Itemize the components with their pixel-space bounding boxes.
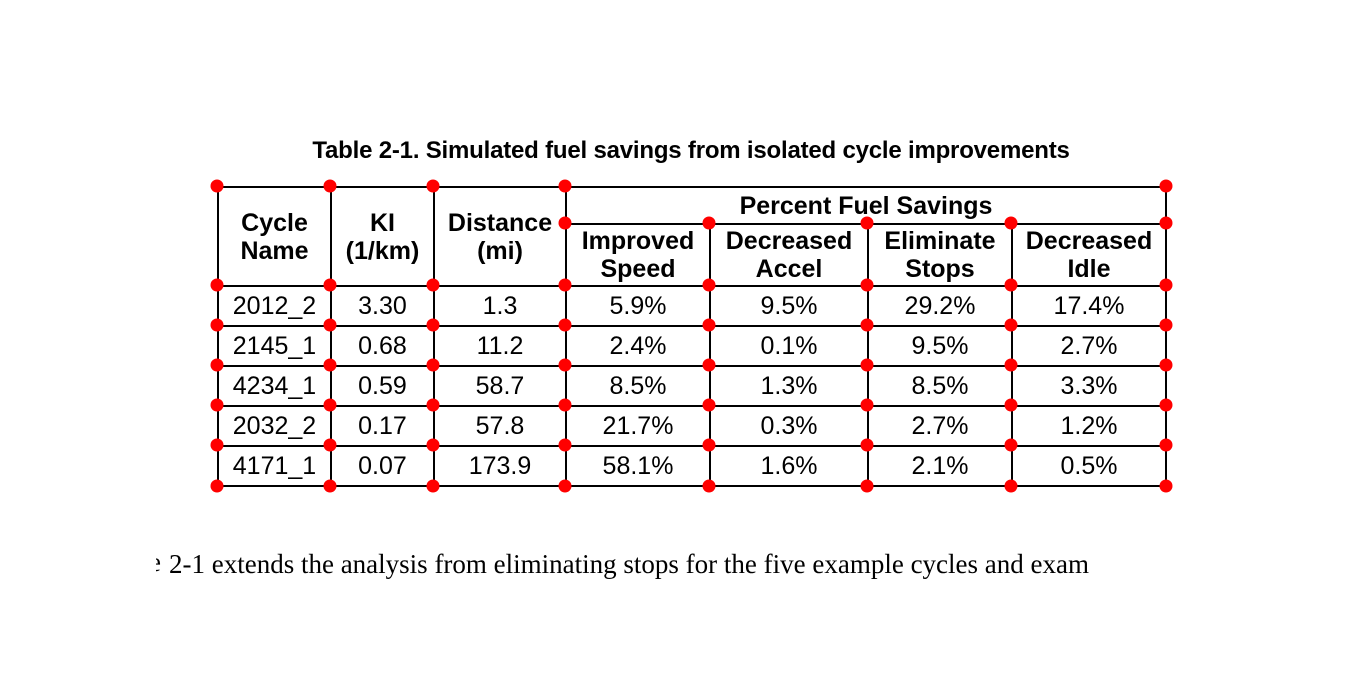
cell-eliminate-stops: 8.5% — [867, 365, 1013, 407]
cell-cycle-name: 4234_1 — [217, 365, 332, 407]
table-row: 4171_1 0.07 173.9 58.1% 1.6% 2.1% 0.5% — [217, 445, 1167, 487]
header-decreased-accel: Decreased Accel — [709, 223, 869, 287]
cell-decreased-accel: 1.6% — [709, 445, 869, 487]
cell-eliminate-stops: 9.5% — [867, 325, 1013, 367]
header-eliminate-stops: Eliminate Stops — [867, 223, 1013, 287]
cell-decreased-accel: 1.3% — [709, 365, 869, 407]
cell-improved-speed: 5.9% — [565, 285, 711, 327]
cell-improved-speed: 58.1% — [565, 445, 711, 487]
cell-decreased-idle: 1.2% — [1011, 405, 1167, 447]
cell-ki: 0.07 — [330, 445, 435, 487]
cell-eliminate-stops: 2.7% — [867, 405, 1013, 447]
cell-eliminate-stops: 2.1% — [867, 445, 1013, 487]
table-caption: Table 2-1. Simulated fuel savings from i… — [312, 137, 1070, 164]
cell-cycle-name: 2032_2 — [217, 405, 332, 447]
header-percent-fuel-savings: Percent Fuel Savings — [565, 186, 1167, 225]
table-row: 2012_2 3.30 1.3 5.9% 9.5% 29.2% 17.4% — [217, 285, 1167, 327]
body-text-line: 2-1 extends the analysis from eliminatin… — [169, 549, 1089, 579]
table-row: 4234_1 0.59 58.7 8.5% 1.3% 8.5% 3.3% — [217, 365, 1167, 407]
body-text: e2-1 extends the analysis from eliminati… — [156, 545, 1089, 581]
clipped-character: e — [156, 545, 162, 579]
cell-decreased-idle: 2.7% — [1011, 325, 1167, 367]
header-cycle-name: Cycle Name — [217, 186, 332, 287]
cell-cycle-name: 4171_1 — [217, 445, 332, 487]
cell-decreased-accel: 0.3% — [709, 405, 869, 447]
cell-improved-speed: 8.5% — [565, 365, 711, 407]
table-row: 2032_2 0.17 57.8 21.7% 0.3% 2.7% 1.2% — [217, 405, 1167, 447]
cell-decreased-accel: 9.5% — [709, 285, 869, 327]
header-ki: KI (1/km) — [330, 186, 435, 287]
header-row-group: Cycle Name KI (1/km) Distance (mi) Perce… — [217, 186, 1167, 287]
cell-ki: 3.30 — [330, 285, 435, 327]
header-decreased-idle: Decreased Idle — [1011, 223, 1167, 287]
cell-decreased-idle: 0.5% — [1011, 445, 1167, 487]
cell-improved-speed: 2.4% — [565, 325, 711, 367]
cell-distance: 58.7 — [433, 365, 567, 407]
cell-decreased-idle: 17.4% — [1011, 285, 1167, 327]
cell-distance: 11.2 — [433, 325, 567, 367]
cell-distance: 1.3 — [433, 285, 567, 327]
header-row-sub: Improved Speed Decreased Accel Eliminate… — [218, 223, 1167, 287]
cell-ki: 0.68 — [330, 325, 435, 367]
cell-decreased-accel: 0.1% — [709, 325, 869, 367]
header-distance: Distance (mi) — [433, 186, 567, 287]
cell-distance: 57.8 — [433, 405, 567, 447]
cell-ki: 0.17 — [330, 405, 435, 447]
table-row: 2145_1 0.68 11.2 2.4% 0.1% 9.5% 2.7% — [217, 325, 1167, 367]
cell-improved-speed: 21.7% — [565, 405, 711, 447]
cell-cycle-name: 2145_1 — [217, 325, 332, 367]
cell-distance: 173.9 — [433, 445, 567, 487]
fuel-savings-table: Cycle Name KI (1/km) Distance (mi) Perce… — [217, 186, 1167, 487]
cell-decreased-idle: 3.3% — [1011, 365, 1167, 407]
header-improved-speed: Improved Speed — [565, 223, 711, 287]
cell-ki: 0.59 — [330, 365, 435, 407]
cell-eliminate-stops: 29.2% — [867, 285, 1013, 327]
cell-cycle-name: 2012_2 — [217, 285, 332, 327]
